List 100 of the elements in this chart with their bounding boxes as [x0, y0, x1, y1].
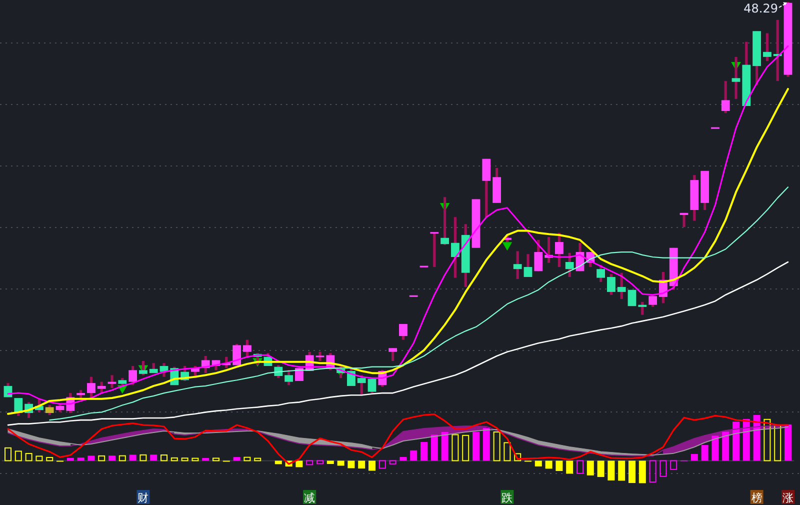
- bar: [202, 458, 210, 461]
- candlestick: [87, 376, 96, 400]
- bar: [233, 457, 240, 461]
- candlestick: [617, 272, 626, 300]
- candlestick: [680, 212, 688, 228]
- candlestick: [284, 368, 293, 386]
- bar: [690, 454, 698, 461]
- bar: [576, 460, 584, 474]
- bar: [472, 432, 480, 461]
- point: [502, 242, 512, 251]
- candlestick: [430, 232, 439, 268]
- bar: [296, 460, 303, 468]
- bar: [764, 418, 771, 462]
- bar: [192, 458, 199, 462]
- bar: [430, 434, 438, 461]
- bar: [482, 428, 490, 461]
- candlestick: [451, 216, 460, 280]
- candlestick: [721, 80, 730, 114]
- bar: [732, 422, 740, 461]
- candlestick: [596, 264, 605, 284]
- bar: [670, 460, 678, 470]
- candlestick: [648, 294, 657, 308]
- bar: [118, 455, 126, 462]
- bar: [306, 460, 314, 466]
- bar: [129, 454, 136, 461]
- bar: [88, 456, 95, 461]
- bar: [545, 460, 552, 469]
- bar: [784, 424, 792, 461]
- candlestick: [45, 404, 54, 416]
- bar: [753, 414, 760, 461]
- bar: [608, 460, 615, 480]
- bar: [420, 442, 428, 461]
- bar: [742, 418, 750, 461]
- bar: [638, 460, 646, 484]
- bar: [514, 453, 522, 462]
- bar: [389, 460, 396, 464]
- bar: [316, 460, 324, 464]
- bar: [504, 442, 511, 462]
- candlestick: [97, 380, 106, 396]
- bar: [452, 434, 459, 462]
- bar: [25, 453, 32, 462]
- bar: [14, 450, 22, 462]
- bar: [628, 460, 636, 484]
- bar: [701, 445, 708, 461]
- bar: [618, 460, 626, 481]
- bar: [160, 454, 168, 462]
- bar: [441, 432, 448, 461]
- bar: [774, 424, 782, 462]
- bar: [170, 457, 178, 462]
- candlestick: [108, 374, 116, 390]
- candlestick: [638, 300, 647, 316]
- bar: [36, 456, 43, 462]
- candlestick: [534, 238, 543, 272]
- bar: [66, 458, 74, 461]
- bar: [712, 436, 719, 461]
- bar: [150, 454, 158, 461]
- candlestick: [295, 366, 304, 382]
- bar: [566, 460, 574, 474]
- bar: [4, 447, 12, 462]
- bar: [534, 460, 542, 466]
- bar: [722, 432, 730, 461]
- bar: [181, 458, 188, 462]
- bar: [660, 460, 667, 477]
- candlestick: [128, 364, 137, 386]
- bar: [254, 458, 262, 462]
- candlestick: [524, 252, 532, 278]
- candlestick: [347, 368, 356, 388]
- bar: [244, 456, 251, 462]
- candlestick: [357, 374, 366, 398]
- candlestick: [399, 322, 408, 342]
- bar: [358, 460, 366, 468]
- bar: [337, 460, 344, 466]
- annotation: 48.29: [744, 2, 778, 16]
- candlestick: [388, 346, 397, 362]
- bar: [212, 458, 220, 462]
- bar: [108, 456, 116, 461]
- candlestick: [482, 158, 491, 218]
- bar: [77, 458, 84, 461]
- bar: [274, 460, 282, 464]
- candlestick: [139, 360, 148, 376]
- bar: [597, 460, 604, 477]
- candlestick: [565, 252, 574, 278]
- bar: [46, 457, 54, 462]
- bar: [368, 460, 376, 471]
- bar: [586, 460, 594, 476]
- candlestick: [555, 232, 564, 268]
- candlestick: [607, 272, 616, 296]
- candlestick: [513, 250, 522, 280]
- bar: [400, 456, 407, 461]
- bar: [348, 460, 355, 468]
- bar: [462, 434, 470, 462]
- bar: [649, 460, 656, 482]
- bar: [140, 454, 147, 462]
- bar: [378, 460, 386, 469]
- candlestick: [763, 32, 772, 62]
- bar: [493, 431, 500, 462]
- bar: [410, 450, 418, 461]
- bar: [98, 455, 106, 462]
- candlestick: [368, 376, 376, 394]
- bar: [556, 460, 563, 471]
